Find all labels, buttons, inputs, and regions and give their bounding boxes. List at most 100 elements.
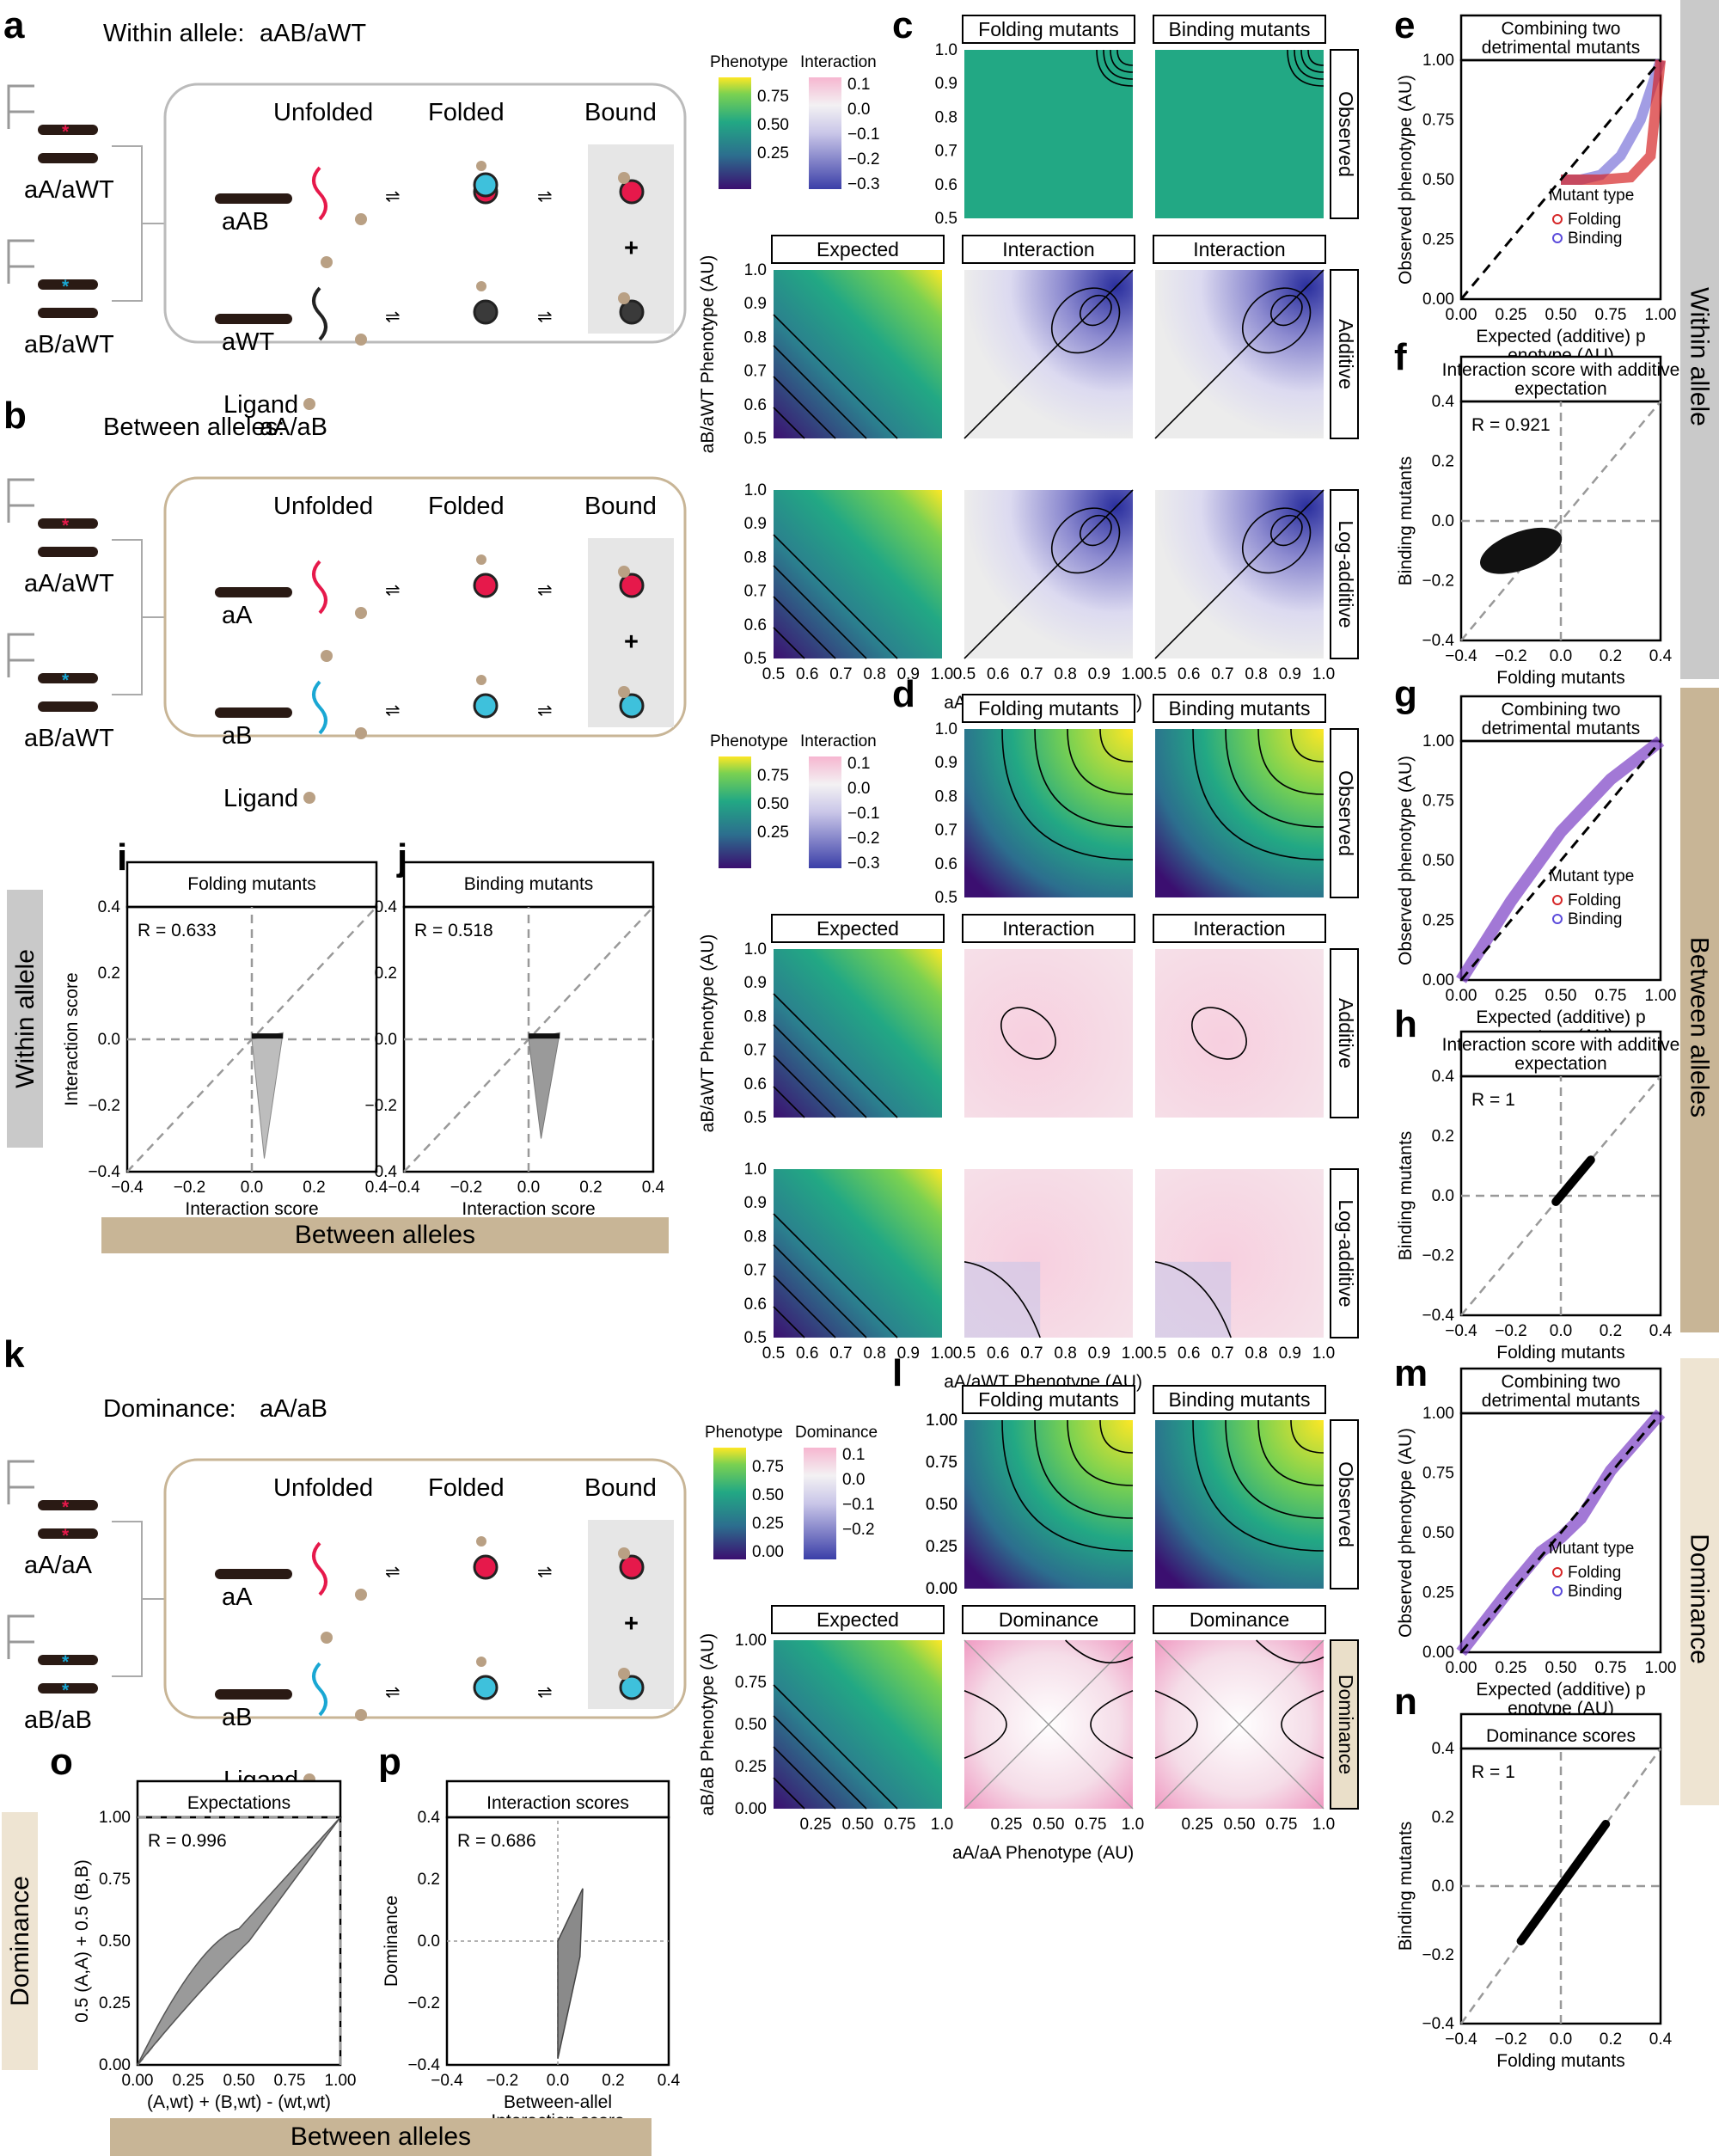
y-tick: 0.5 (744, 650, 767, 668)
contour-line (963, 1690, 1007, 1759)
bound-protein (619, 299, 645, 325)
strip-box (1153, 694, 1326, 723)
colorbar-tick: 0.00 (752, 1543, 784, 1561)
scatter-points (251, 1032, 284, 1159)
y-tick: 0.75 (99, 1871, 131, 1889)
x-tick: 1.00 (1645, 1659, 1677, 1677)
ligand-dot (476, 675, 486, 685)
x-tick: −0.4 (388, 1179, 420, 1197)
x-tick: −0.2 (1495, 1322, 1527, 1340)
chart-i: Folding mutants −0.4−0.4 −0.2 −0.2 0.0 0.0 0.2… (62, 861, 388, 1219)
y-axis-title: Observed phenotype (AU) (1396, 75, 1416, 285)
y-tick: 0.2 (98, 965, 120, 983)
x-tick: 0.75 (1595, 306, 1627, 324)
legend-marker (1552, 914, 1563, 924)
heatmap-tile (964, 1420, 1133, 1589)
y-axis-title: Binding mutants (1396, 1131, 1416, 1261)
ligand-dot (355, 213, 367, 225)
x-tick: 0.75 (274, 2072, 306, 2090)
plus-sign: + (624, 235, 639, 262)
legend-title: Mutant type (1549, 187, 1634, 205)
left-bar-dominance-label: Dominance (6, 1876, 34, 2006)
folded-protein (473, 299, 499, 325)
chart-j: Binding mutants −0.4−0.4 −0.2 −0.2 0.0 0.0 0.2… (364, 861, 665, 1219)
legend-marker (1552, 233, 1563, 243)
contour-line (1154, 1690, 1198, 1759)
ligand-dot (476, 161, 486, 171)
y-tick: 0.0 (1432, 1187, 1454, 1205)
bottom-bar-op-label: Between alleles (291, 2122, 471, 2151)
colorbar-tick: −0.2 (842, 1521, 875, 1539)
contour-line (1050, 507, 1121, 574)
schematic-title: Within allele: (103, 20, 244, 47)
y-tick: 0.4 (375, 898, 398, 916)
scatter-points (137, 1816, 341, 2066)
ligand-dot (321, 650, 333, 662)
contour-line (773, 345, 867, 439)
ligand-dot (303, 792, 315, 804)
strip-box (1153, 1605, 1326, 1634)
legend-l: Phenotype Dominance 0.75 0.50 0.25 0.00 0.1 0.0… (705, 1424, 878, 1561)
row-strip-label: Observed (1335, 91, 1357, 177)
y-tick: 0.50 (1422, 1524, 1454, 1542)
contour-line (773, 565, 867, 659)
legend-label: Folding (1568, 211, 1621, 229)
contour-line (773, 314, 898, 439)
ligand-dot (355, 607, 367, 619)
legend-label: Binding (1568, 1583, 1622, 1601)
y-tick: 0.9 (935, 75, 957, 93)
state-label: Unfolded (273, 99, 373, 126)
y-tick: −0.2 (364, 1097, 397, 1115)
y-tick: 0.7 (744, 363, 767, 381)
promoter-arrow (7, 1485, 34, 1504)
legend-marker (1552, 1567, 1563, 1577)
scatter-points (528, 1032, 560, 1139)
panel-label-o: o (50, 1741, 73, 1783)
x-axis-title: Interaction score (462, 1199, 595, 1219)
strip-box (962, 1605, 1135, 1634)
contour-line (1103, 49, 1134, 80)
promoter-arrow (7, 1640, 34, 1659)
y-tick: 1.00 (735, 1632, 767, 1650)
interaction-colorbar (804, 1448, 836, 1559)
y-tick: 0.2 (1432, 453, 1454, 471)
chart-title: Combining two (1502, 700, 1621, 720)
x-tick: 0.50 (1033, 1816, 1065, 1834)
x-tick: 0.0 (547, 2072, 569, 2090)
correlation-annotation: R = 0.518 (414, 921, 493, 940)
strip-label: Folding mutants (978, 697, 1119, 720)
y-tick: 0.9 (744, 515, 767, 533)
contour-line (1099, 1419, 1134, 1454)
y-tick: 0.6 (744, 616, 767, 634)
y-tick: −0.2 (407, 1994, 440, 2012)
y-tick: 1.0 (744, 940, 767, 959)
contour-line (773, 1024, 867, 1118)
ligand-dot (355, 727, 367, 739)
y-tick: 0.00 (99, 2056, 131, 2074)
schematic-title-allele: aA/aB (260, 1395, 327, 1423)
y-tick: 0.5 (935, 210, 957, 228)
y-tick: 0.25 (926, 1538, 957, 1556)
contour-line (773, 1055, 836, 1118)
ligand-dot (321, 256, 333, 268)
strip-box (962, 914, 1135, 943)
gene-bar (38, 518, 98, 529)
schematic-k: Dominance: aA/aB * * aA/aA * * aB/aB Unfolded Fol… (7, 1395, 687, 1794)
y-tick: 0.5 (935, 889, 957, 907)
heatmap-tile (774, 270, 942, 438)
panel-label-b: b (3, 395, 27, 437)
x-tick: 1.0 (1312, 1816, 1335, 1834)
panel-label-g: g (1394, 673, 1417, 715)
y-tick: 1.0 (744, 481, 767, 499)
colorbar-tick: −0.2 (847, 150, 880, 168)
chart-title: Combining two (1502, 1372, 1621, 1392)
equilibrium-arrow: ⇌ (385, 307, 401, 327)
legend-title: Interaction (800, 53, 877, 71)
y-tick: 0.75 (926, 1454, 957, 1472)
x-tick: −0.2 (1495, 2030, 1527, 2049)
promoter-arrow (7, 110, 34, 129)
y-tick: 1.00 (926, 1412, 957, 1430)
contour-line (1116, 49, 1134, 66)
y-tick: 0.7 (935, 822, 957, 840)
contour-line (773, 1777, 805, 1810)
